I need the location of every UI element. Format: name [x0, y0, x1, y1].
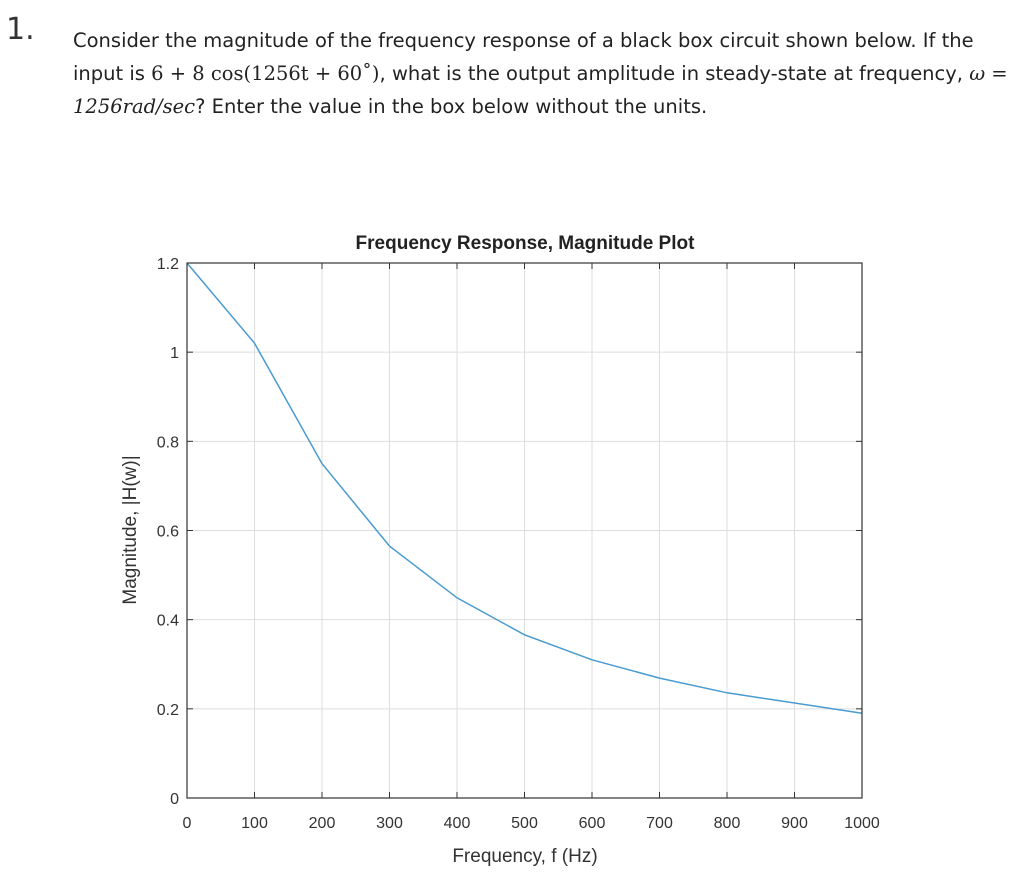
x-tick-label: 700 [646, 815, 673, 832]
question-text-after: ? Enter the value in the box below witho… [195, 95, 708, 118]
magnitude-line [186, 262, 863, 715]
y-tick-label: 0.8 [157, 434, 179, 451]
y-tick-label: 0.4 [157, 613, 179, 630]
input-expression: 6 + 8 cos(1256t + 60˚) [151, 62, 380, 85]
question-text: Consider the magnitude of the frequency … [73, 24, 1013, 123]
question-number: 1. [6, 12, 35, 47]
x-tick-label: 0 [183, 815, 192, 832]
x-tick-label: 500 [511, 815, 538, 832]
y-tick-label: 1 [170, 345, 179, 362]
x-tick-label: 400 [444, 815, 471, 832]
x-tick-label: 800 [714, 815, 741, 832]
y-tick-label: 0 [170, 791, 179, 808]
x-tick-label: 600 [579, 815, 606, 832]
omega-expression: ω = 1256rad/sec [73, 62, 1008, 118]
question-text-middle: , what is the output amplitude in steady… [379, 62, 970, 85]
y-axis-label: Magnitude, |H(w)| [120, 455, 141, 604]
x-tick-label: 200 [309, 815, 336, 832]
x-tick-label: 1000 [844, 815, 880, 832]
x-tick-label: 300 [376, 815, 403, 832]
y-tick-label: 0.2 [157, 702, 179, 719]
question-text-before: Consider the magnitude of the frequency … [73, 29, 974, 85]
y-tick-label: 0.6 [157, 524, 179, 541]
y-tick-label: 1.2 [157, 256, 179, 273]
x-tick-label: 100 [241, 815, 268, 832]
plot-frame [186, 262, 863, 799]
x-axis-label: Frequency, f (Hz) [452, 846, 597, 867]
x-tick-label: 900 [781, 815, 808, 832]
chart-title: Frequency Response, Magnitude Plot [356, 233, 696, 254]
